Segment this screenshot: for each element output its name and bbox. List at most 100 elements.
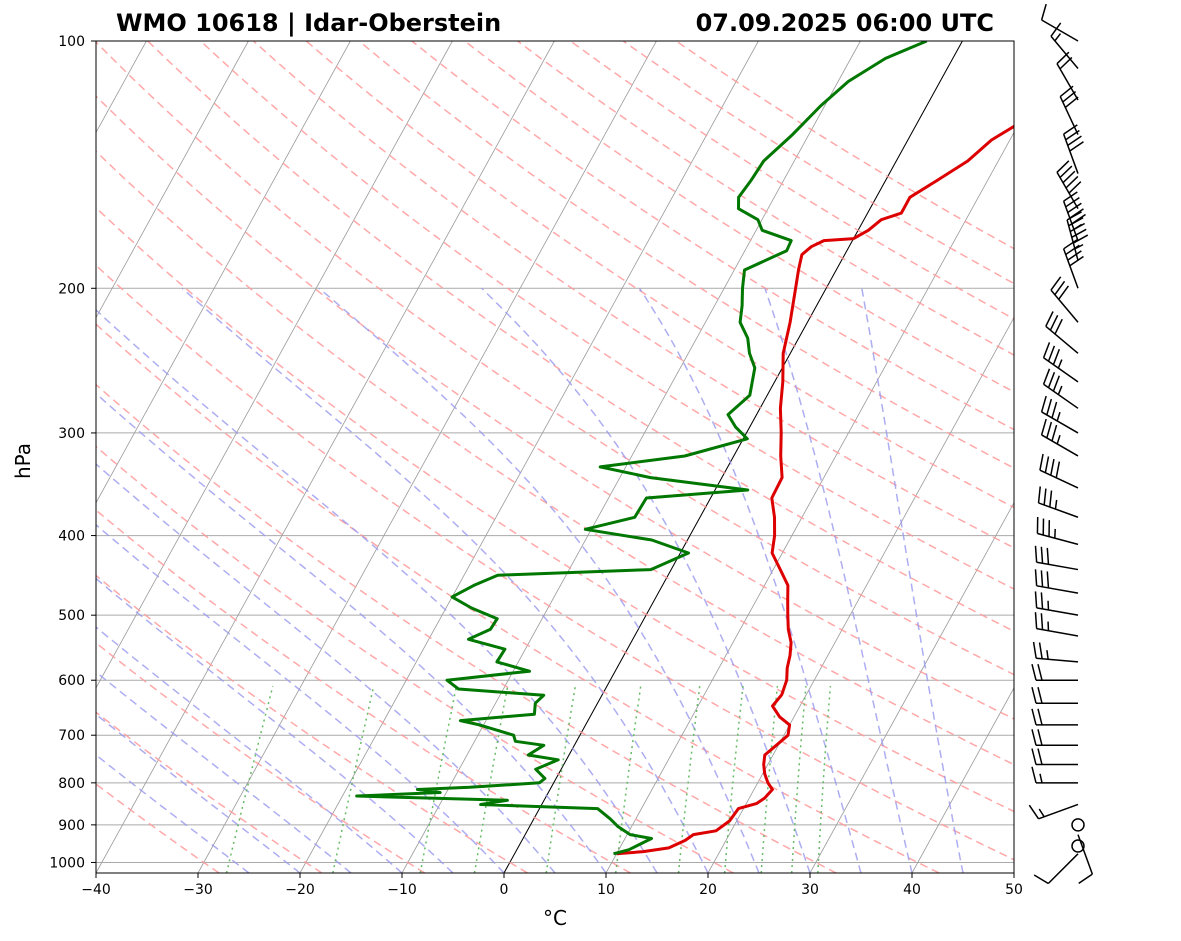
isotherm-line: [96, 41, 555, 873]
barb-shaft: [1036, 561, 1079, 571]
moist-adiabat-line: [96, 671, 352, 873]
x-tick-label: 50: [1005, 882, 1023, 898]
barb-shaft: [1036, 585, 1079, 594]
barb-shaft: [1066, 219, 1079, 261]
calm-circle: [1071, 839, 1085, 853]
barb-feather: [1052, 375, 1061, 392]
barb-feather: [1037, 708, 1043, 726]
barb-feather: [1059, 165, 1073, 179]
barb-shaft: [1043, 357, 1079, 383]
barb-feather: [1039, 453, 1044, 471]
barb-feather: [1047, 372, 1056, 388]
dry-adiabat-line: [200, 41, 1014, 590]
x-tick-label: −30: [183, 882, 213, 898]
barb-half-feather: [1054, 33, 1062, 42]
dry-adiabat-line: [96, 206, 1014, 813]
barb-feather: [1033, 874, 1049, 885]
barb-feather: [1050, 22, 1062, 37]
wind-barb: [1031, 664, 1078, 681]
chart-title-left: WMO 10618 | Idar-Oberstein: [116, 9, 501, 37]
y-axis-label: hPa: [11, 443, 35, 479]
barb-feather: [1050, 458, 1055, 476]
barb-feather: [1051, 424, 1058, 442]
barb-feather: [1046, 398, 1053, 416]
wind-barb: [1031, 766, 1078, 784]
barb-half-feather: [1038, 808, 1045, 818]
moist-adiabat-line: [96, 754, 250, 873]
barb-feather: [1034, 545, 1038, 563]
moist-adiabat-line: [96, 523, 505, 873]
isotherm-line: [299, 41, 759, 873]
wind-barb: [1031, 708, 1078, 726]
wind-barb: [1034, 612, 1079, 637]
barb-feather: [1031, 708, 1037, 726]
y-axis: 1000 900 800 700 600 500 400 300 200 100: [49, 34, 96, 871]
barb-feather: [1067, 250, 1082, 261]
barb-shaft: [1077, 834, 1094, 875]
barb-shaft: [1062, 248, 1079, 289]
dry-adiabat-line: [411, 41, 1014, 431]
dry-adiabat-line: [464, 41, 1014, 393]
sounding-profiles: [355, 41, 1014, 856]
barb-half-feather: [1073, 223, 1083, 231]
barb-feather: [1032, 641, 1037, 659]
dewpoint-line: [355, 41, 928, 856]
barb-feather: [1040, 418, 1047, 436]
wind-barb: [1032, 641, 1079, 663]
barb-shaft: [1059, 96, 1079, 135]
barb-half-feather: [1046, 650, 1049, 660]
barb-feather: [1042, 368, 1051, 385]
barb-feather: [1034, 591, 1038, 608]
x-tick-label: −40: [81, 882, 111, 898]
dry-adiabat-line: [96, 264, 1014, 861]
barb-half-feather: [1056, 434, 1061, 445]
wind-barb: [1040, 395, 1079, 434]
barb-half-feather: [1057, 359, 1063, 369]
barb-shaft: [1056, 171, 1079, 210]
wind-barb: [1028, 803, 1079, 820]
dry-adiabat-line: [96, 150, 1014, 766]
barb-feather: [1040, 3, 1047, 21]
moist-adiabat-line: [861, 288, 964, 873]
barb-half-feather: [1039, 773, 1043, 784]
x-tick-label: 40: [903, 882, 921, 898]
barb-feather: [1062, 170, 1076, 184]
barb-feather: [1054, 280, 1066, 296]
barb-feather: [1067, 202, 1082, 214]
barb-feather: [1040, 592, 1044, 609]
wind-barb: [1042, 368, 1079, 409]
barb-feather: [1040, 570, 1044, 587]
moist-adiabat-line: [96, 463, 556, 873]
wind-barb: [1045, 311, 1079, 354]
y-tick-label: 100: [58, 34, 85, 50]
barb-half-feather: [1054, 499, 1058, 510]
barb-shaft: [1036, 657, 1079, 663]
wind-barb: [1071, 818, 1085, 832]
mixing-ratio-line: [225, 685, 274, 873]
barb-feather: [1044, 456, 1050, 473]
barb-shaft: [1041, 411, 1079, 434]
wind-barb: [1077, 834, 1094, 884]
moist-adiabat-line: [96, 309, 658, 873]
temperature-line: [616, 124, 1014, 856]
moist-adiabat-line: [764, 288, 913, 873]
wind-barb: [1034, 569, 1079, 594]
barb-feather: [1037, 664, 1043, 681]
barb-feather: [1046, 547, 1050, 565]
wind-barb: [1042, 342, 1079, 383]
x-tick-label: −10: [387, 882, 417, 898]
wind-barb: [1034, 545, 1079, 571]
mixing-ratio-line: [419, 685, 458, 873]
dry-adiabat-line: [147, 41, 1014, 633]
moist-adiabat-line: [96, 392, 607, 873]
barb-feather: [1049, 490, 1053, 508]
dry-adiabat-line: [305, 41, 1014, 509]
mixing-ratio-line: [614, 685, 642, 873]
dry-adiabat-line: [96, 711, 323, 873]
wind-barb: [1036, 517, 1079, 546]
background-lines: [96, 41, 1014, 873]
barb-feather: [1069, 255, 1084, 267]
isotherm-line: [809, 501, 1014, 873]
barb-feather: [1051, 401, 1058, 419]
barb-shaft: [1045, 325, 1079, 354]
